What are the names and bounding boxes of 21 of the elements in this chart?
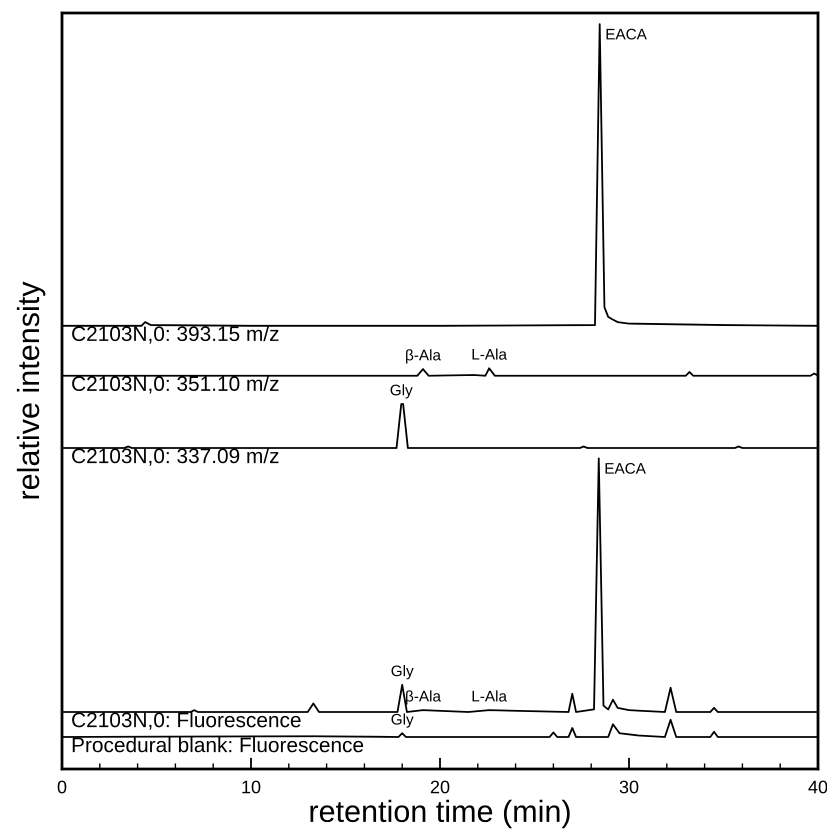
annotation: Gly: [392, 665, 414, 680]
series-label: C2103N,0: 393.15 m/z: [72, 326, 278, 344]
series-label: C2103N,0: 351.10 m/z: [72, 376, 278, 394]
x-tick-label: 40: [808, 780, 827, 794]
annotation: Gly: [390, 384, 413, 398]
annotation: EACA: [606, 28, 647, 40]
x-axis-title: retention time (min): [310, 800, 570, 828]
annotation: Gly: [392, 713, 414, 728]
annotation: L-Ala: [472, 690, 507, 702]
y-axis-title: relative intensity: [16, 282, 46, 499]
annotation: β-Ala: [406, 690, 441, 705]
annotation: EACA: [606, 462, 646, 474]
x-tick-label: 0: [58, 780, 66, 794]
x-tick-label: 10: [242, 780, 260, 794]
series-label: C2103N,0: Fluorescence: [72, 712, 301, 730]
series-label: C2103N,0: 337.09 m/z: [72, 448, 278, 466]
annotation: L-Ala: [472, 348, 507, 360]
x-tick-label: 30: [620, 780, 638, 794]
series-label: Procedural blank: Fluorescence: [72, 736, 364, 752]
annotation: β-Ala: [406, 349, 441, 364]
x-tick-label: 20: [430, 780, 450, 794]
